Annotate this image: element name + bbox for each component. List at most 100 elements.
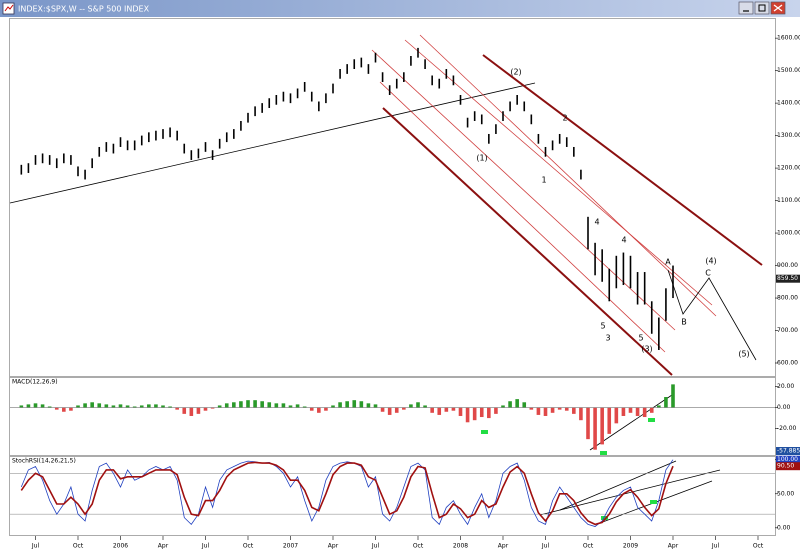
macd-bar bbox=[19, 405, 24, 408]
stoch-panel bbox=[9, 456, 776, 536]
macd-bar bbox=[522, 402, 527, 408]
macd-title: MACD(12,26,9) bbox=[12, 379, 58, 386]
minimize-button[interactable] bbox=[738, 1, 754, 15]
macd-bar bbox=[444, 407, 449, 412]
macd-bar bbox=[345, 401, 349, 408]
x-tick-label: Oct bbox=[753, 543, 764, 550]
macd-bar bbox=[487, 407, 491, 419]
macd-bar bbox=[260, 401, 264, 408]
wave-label: C bbox=[705, 269, 711, 278]
wave-label: (5) bbox=[738, 350, 749, 359]
y-tick-label: 900.00 bbox=[777, 262, 798, 269]
y-tick-label: 800.00 bbox=[777, 295, 798, 302]
macd-bar bbox=[118, 404, 123, 408]
macd-bar bbox=[210, 407, 215, 409]
x-tick-label: 2007 bbox=[283, 543, 298, 550]
x-tick-label: Apr bbox=[668, 543, 679, 550]
wave-label: 5 bbox=[600, 322, 605, 331]
macd-bar bbox=[501, 405, 505, 408]
x-tick-label: Jul bbox=[371, 543, 380, 550]
macd-bar bbox=[47, 406, 52, 408]
y-tick-label: 1200.00 bbox=[777, 165, 800, 172]
signal-marker bbox=[481, 430, 488, 434]
x-tick-label: Jul bbox=[201, 543, 210, 550]
wave-label: 4 bbox=[594, 218, 599, 227]
maximize-button[interactable] bbox=[754, 1, 770, 15]
macd-bar bbox=[423, 405, 427, 408]
x-tick-label: Oct bbox=[583, 543, 594, 550]
macd-bar bbox=[274, 403, 279, 408]
macd-bar bbox=[458, 407, 463, 416]
y-tick-label: 1300.00 bbox=[777, 132, 800, 139]
macd-bar bbox=[267, 402, 272, 408]
macd-bar bbox=[430, 407, 434, 413]
macd-bar bbox=[664, 397, 668, 408]
macd-bar bbox=[132, 406, 137, 408]
macd-bar bbox=[331, 405, 335, 408]
macd-bar bbox=[614, 407, 619, 424]
wave-label: 1 bbox=[541, 176, 546, 185]
window-buttons bbox=[738, 1, 786, 15]
macd-bar bbox=[168, 406, 172, 408]
macd-bar bbox=[557, 407, 562, 410]
wave-label: (3) bbox=[641, 345, 652, 354]
stoch-trend-line bbox=[539, 469, 721, 516]
macd-bar bbox=[90, 402, 94, 408]
macd-bar bbox=[402, 407, 406, 410]
macd-bar bbox=[508, 401, 512, 408]
wave-label: A bbox=[665, 258, 671, 267]
macd-bar bbox=[373, 404, 378, 408]
window-icon-glyph bbox=[4, 4, 14, 12]
stoch-trend-line bbox=[559, 460, 677, 511]
window-icon bbox=[2, 2, 15, 15]
macd-bar bbox=[607, 407, 612, 434]
macd-bar bbox=[196, 407, 201, 414]
projection-path bbox=[667, 269, 757, 361]
macd-bar bbox=[515, 399, 519, 408]
last-price-tag: 859.50 bbox=[777, 275, 798, 282]
macd-bar bbox=[104, 404, 109, 408]
macd-bar bbox=[543, 407, 548, 416]
channel-inner bbox=[379, 81, 666, 353]
y-tick-label: -20.00 bbox=[777, 425, 797, 432]
macd-readout-bg bbox=[776, 447, 800, 455]
macd-bar bbox=[649, 407, 654, 413]
macd-bar bbox=[302, 406, 307, 408]
window-title: INDEX:$SPX,W -- S&P 500 INDEX bbox=[18, 5, 150, 14]
stoch-readout: 90.50 bbox=[777, 463, 794, 470]
macd-bar bbox=[593, 407, 597, 450]
maximize-glyph bbox=[758, 4, 766, 12]
macd-bar bbox=[281, 403, 286, 408]
macd-bar bbox=[125, 405, 130, 408]
macd-bar bbox=[239, 401, 243, 408]
macd-bar bbox=[572, 407, 576, 414]
macd-bar bbox=[494, 407, 498, 414]
macd-bar bbox=[217, 405, 222, 408]
y-tick-label: 1400.00 bbox=[777, 100, 800, 107]
wave-label: (2) bbox=[510, 68, 521, 77]
wave-label: B bbox=[681, 318, 687, 327]
macd-bar bbox=[338, 402, 342, 408]
y-tick-label: 20.00 bbox=[777, 383, 794, 390]
y-tick-label: 600.00 bbox=[777, 360, 798, 367]
macd-bar bbox=[317, 407, 321, 413]
y-tick-label: 1000.00 bbox=[777, 230, 800, 237]
macd-bar bbox=[62, 407, 66, 412]
signal-marker bbox=[648, 418, 655, 422]
macd-bar bbox=[635, 407, 640, 416]
macd-bar bbox=[295, 404, 300, 408]
wave-label: 5 bbox=[638, 334, 643, 343]
macd-bar bbox=[359, 401, 364, 408]
macd-bar bbox=[586, 407, 590, 440]
macd-bar bbox=[246, 400, 250, 408]
y-tick-label: 1500.00 bbox=[777, 67, 800, 74]
stoch-line bbox=[20, 461, 674, 526]
macd-bar bbox=[111, 405, 116, 408]
macd-bar bbox=[621, 407, 626, 416]
macd-bar bbox=[550, 407, 555, 413]
macd-bar bbox=[97, 403, 102, 408]
macd-bar bbox=[437, 407, 442, 415]
x-tick-label: Apr bbox=[158, 543, 169, 550]
macd-bar bbox=[161, 405, 165, 408]
